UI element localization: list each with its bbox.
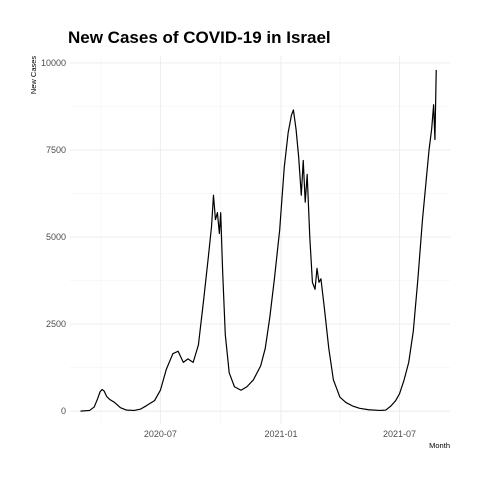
chart-title: New Cases of COVID-19 in Israel <box>68 28 331 47</box>
x-tick-label: 2021-07 <box>383 429 416 439</box>
series-line <box>80 69 437 412</box>
x-axis-label: Month <box>429 441 450 450</box>
axis-ticks: 2020-07 2021-01 2021-07 0 2500 5000 7500 10000 <box>41 58 416 439</box>
x-tick-label: 2020-07 <box>144 429 177 439</box>
series-layer <box>80 69 437 412</box>
y-tick-label: 10000 <box>41 58 66 68</box>
y-tick-label: 5000 <box>46 232 66 242</box>
y-tick-label: 2500 <box>46 319 66 329</box>
grid <box>70 56 450 424</box>
x-tick-label: 2021-01 <box>264 429 297 439</box>
y-axis-label: New Cases <box>29 56 38 95</box>
y-tick-label: 7500 <box>46 145 66 155</box>
y-tick-label: 0 <box>61 406 66 416</box>
